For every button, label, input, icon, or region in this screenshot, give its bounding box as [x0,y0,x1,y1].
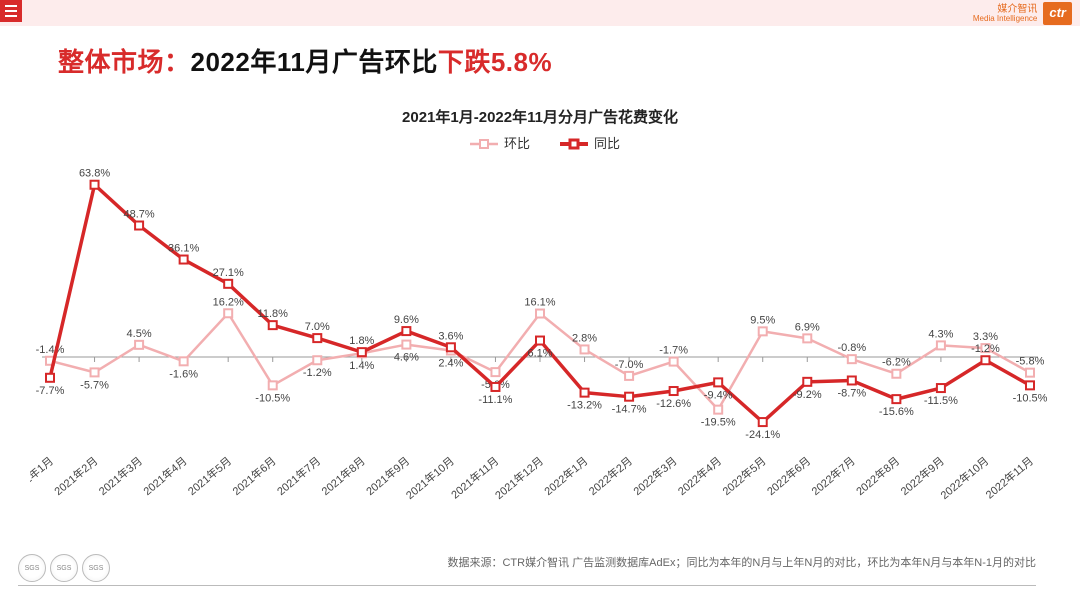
brand-block: 媒介智讯 Media Intelligence ctr [973,2,1072,25]
svg-text:2022年1月: 2022年1月 [541,454,590,499]
svg-text:2021年6月: 2021年6月 [229,454,278,499]
svg-text:-7.7%: -7.7% [36,385,65,397]
sgs-badges: SGSSGSSGS [18,554,110,582]
title-suffix: 下跌5.8% [438,47,552,77]
svg-text:-10.5%: -10.5% [1013,392,1048,404]
svg-text:6.9%: 6.9% [795,321,820,333]
svg-text:48.7%: 48.7% [123,209,154,221]
svg-text:11.8%: 11.8% [258,308,289,320]
svg-text:1.4%: 1.4% [349,360,374,372]
line-chart: 环比同比2021年1月2021年2月2021年3月2021年4月2021年5月2… [30,128,1050,528]
svg-text:2022年5月: 2022年5月 [719,454,768,499]
brand-en: Media Intelligence [973,15,1037,23]
svg-text:2.8%: 2.8% [572,332,597,344]
svg-text:-8.7%: -8.7% [837,387,866,399]
svg-text:-6.2%: -6.2% [882,357,911,369]
svg-text:-1.6%: -1.6% [169,368,198,380]
svg-text:2021年1月: 2021年1月 [30,454,56,499]
divider [18,585,1036,586]
svg-text:4.5%: 4.5% [127,328,152,340]
svg-text:-5.8%: -5.8% [1016,356,1045,368]
svg-text:2022年10月: 2022年10月 [937,454,991,502]
svg-text:-12.6%: -12.6% [656,398,691,410]
svg-text:2022年4月: 2022年4月 [675,454,724,499]
svg-text:-15.6%: -15.6% [879,406,914,418]
svg-text:16.1%: 16.1% [524,297,555,309]
svg-text:9.5%: 9.5% [750,314,775,326]
svg-text:-1.7%: -1.7% [659,345,688,357]
svg-text:2022年8月: 2022年8月 [853,454,902,499]
svg-text:-14.7%: -14.7% [612,404,647,416]
svg-text:2021年8月: 2021年8月 [318,454,367,499]
svg-text:2022年3月: 2022年3月 [630,454,679,499]
svg-text:4.6%: 4.6% [394,352,419,364]
svg-text:63.8%: 63.8% [79,168,110,180]
svg-text:2021年2月: 2021年2月 [51,454,100,499]
svg-text:2021年12月: 2021年12月 [492,454,546,502]
svg-text:2021年7月: 2021年7月 [274,454,323,499]
chart-subtitle: 2021年1月-2022年11月分月广告花费变化 [0,106,1080,127]
svg-text:-9.4%: -9.4% [704,389,733,401]
svg-text:-19.5%: -19.5% [701,417,736,429]
menu-button[interactable] [0,0,22,22]
svg-text:2022年11月: 2022年11月 [983,454,1036,502]
sgs-badge: SGS [50,554,78,582]
svg-text:环比: 环比 [504,136,530,151]
sgs-badge: SGS [82,554,110,582]
top-strip [0,0,1080,26]
svg-text:2021年3月: 2021年3月 [96,454,145,499]
svg-text:3.6%: 3.6% [438,330,463,342]
svg-text:2022年6月: 2022年6月 [764,454,813,499]
svg-text:-0.8%: -0.8% [837,342,866,354]
svg-text:2021年5月: 2021年5月 [185,454,234,499]
svg-text:36.1%: 36.1% [168,243,199,255]
svg-text:2021年4月: 2021年4月 [140,454,189,499]
svg-text:2021年10月: 2021年10月 [403,454,457,502]
brand-logo: ctr [1043,2,1072,25]
svg-text:-11.5%: -11.5% [924,395,958,407]
brand-cn: 媒介智讯 [973,5,1037,15]
svg-text:16.2%: 16.2% [213,296,244,308]
svg-text:3.3%: 3.3% [973,331,998,343]
svg-text:7.0%: 7.0% [305,321,330,333]
svg-text:-5.7%: -5.7% [80,379,109,391]
svg-text:-10.5%: -10.5% [255,392,290,404]
svg-text:-7.0%: -7.0% [615,359,644,371]
title-prefix: 整体市场： [58,47,191,77]
svg-text:-24.1%: -24.1% [745,429,780,441]
footnote: 数据来源：CTR媒介智讯 广告监测数据库AdEx；同比为本年的N月与上年N月的对… [447,554,1036,570]
page-title: 整体市场：2022年11月广告环比下跌5.8% [58,42,552,79]
svg-text:-1.2%: -1.2% [971,343,1000,355]
svg-text:2022年7月: 2022年7月 [808,454,857,499]
sgs-badge: SGS [18,554,46,582]
title-middle: 2022年11月广告环比 [191,47,438,77]
svg-text:1.8%: 1.8% [349,335,374,347]
svg-text:4.3%: 4.3% [928,328,953,340]
svg-text:-9.2%: -9.2% [793,389,822,401]
svg-text:2.4%: 2.4% [438,358,463,370]
svg-text:-1.2%: -1.2% [303,367,332,379]
svg-text:同比: 同比 [594,136,620,151]
svg-text:-11.1%: -11.1% [478,394,512,406]
svg-text:9.6%: 9.6% [394,314,419,326]
svg-text:-1.4%: -1.4% [36,344,65,356]
svg-text:6.1%: 6.1% [527,348,552,360]
svg-text:2022年2月: 2022年2月 [586,454,635,499]
svg-text:27.1%: 27.1% [213,267,244,279]
svg-text:-13.2%: -13.2% [567,400,602,412]
